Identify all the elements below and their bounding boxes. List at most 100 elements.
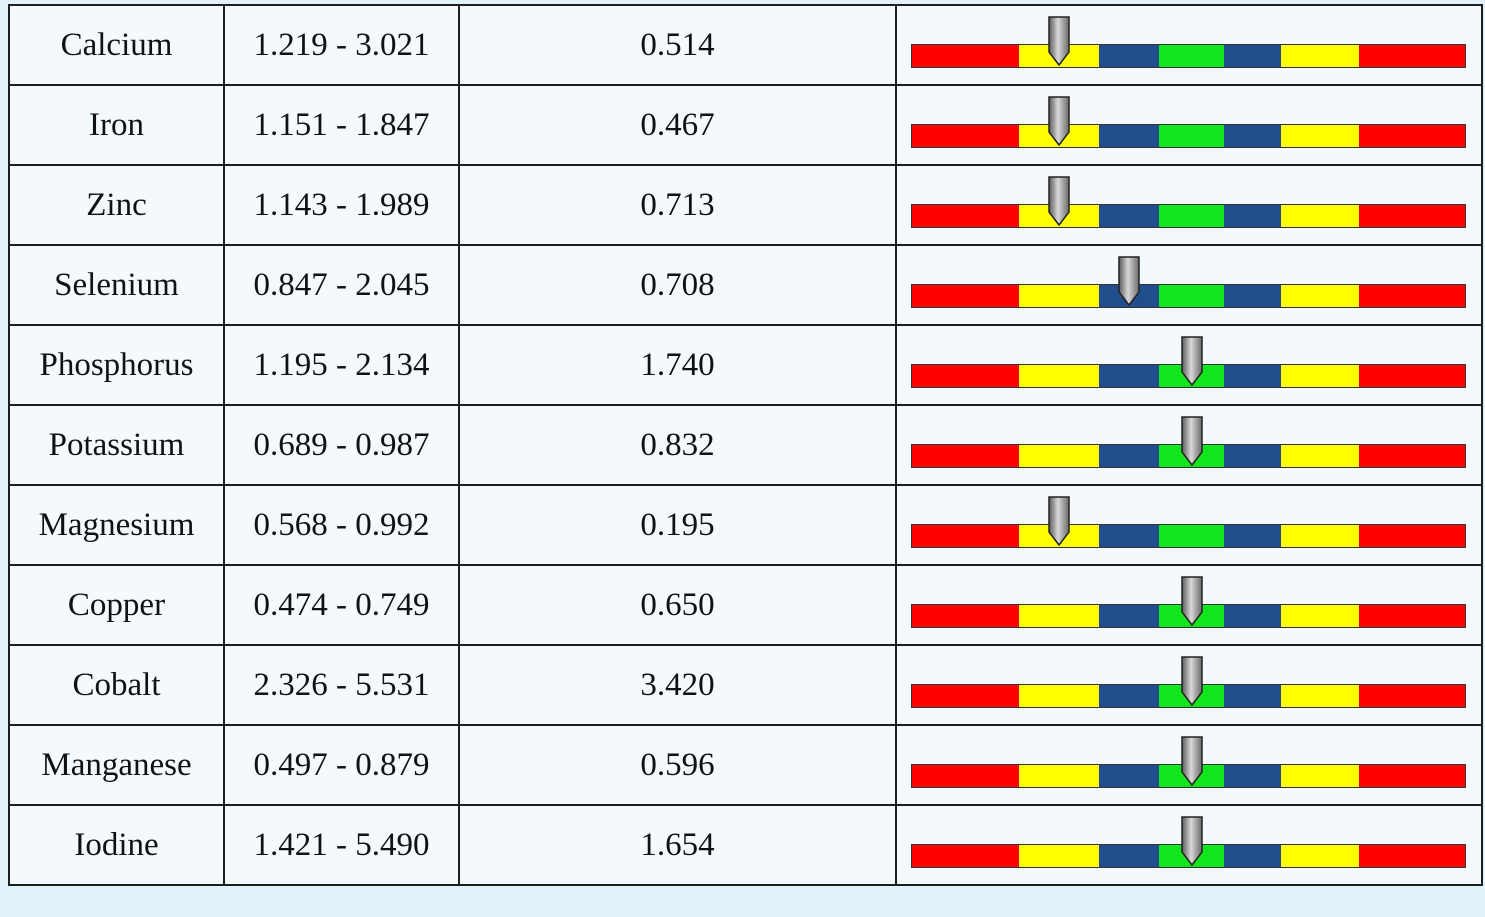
gauge-zone-low-critical <box>912 445 1019 467</box>
level-marker-icon <box>1180 656 1203 706</box>
level-marker-icon <box>1180 816 1203 866</box>
gauge-zone-high-normal <box>1224 525 1281 547</box>
gauge-zone-low <box>1019 365 1099 387</box>
reference-range: 1.143 - 1.989 <box>223 164 460 246</box>
mineral-name: Magnesium <box>8 484 225 566</box>
mineral-name: Iodine <box>8 804 225 886</box>
gauge-zone-low-normal <box>1099 45 1159 67</box>
level-gauge-cell <box>895 404 1483 486</box>
gauge-zone-optimal <box>1159 205 1224 227</box>
result-value: 0.195 <box>458 484 897 566</box>
gauge-zone-high-normal <box>1224 365 1281 387</box>
mineral-row: Zinc 1.143 - 1.989 0.713 <box>8 164 1483 246</box>
gauge-bar <box>911 44 1466 68</box>
gauge-zone-optimal <box>1159 125 1224 147</box>
gauge-zone-high <box>1281 205 1359 227</box>
gauge-zone-high <box>1281 365 1359 387</box>
reference-range: 0.568 - 0.992 <box>223 484 460 566</box>
reference-range: 0.689 - 0.987 <box>223 404 460 486</box>
level-marker-icon <box>1047 16 1070 66</box>
gauge-bar <box>911 124 1466 148</box>
gauge-zone-low <box>1019 765 1099 787</box>
gauge-zone-optimal <box>1159 285 1224 307</box>
gauge-zone-low-normal <box>1099 445 1159 467</box>
level-gauge <box>911 816 1466 874</box>
gauge-zone-high-critical <box>1359 525 1465 547</box>
level-gauge-cell <box>895 804 1483 886</box>
level-gauge-cell <box>895 644 1483 726</box>
reference-range: 1.219 - 3.021 <box>223 4 460 86</box>
gauge-zone-high <box>1281 45 1359 67</box>
gauge-bar <box>911 524 1466 548</box>
level-gauge <box>911 736 1466 794</box>
result-value: 0.514 <box>458 4 897 86</box>
gauge-zone-low-normal <box>1099 765 1159 787</box>
reference-range: 2.326 - 5.531 <box>223 644 460 726</box>
gauge-zone-high-critical <box>1359 205 1465 227</box>
result-value: 0.650 <box>458 564 897 646</box>
gauge-zone-high-normal <box>1224 285 1281 307</box>
level-gauge-cell <box>895 484 1483 566</box>
gauge-zone-high <box>1281 845 1359 867</box>
gauge-zone-high-critical <box>1359 285 1465 307</box>
gauge-zone-high-critical <box>1359 845 1465 867</box>
gauge-zone-high-critical <box>1359 685 1465 707</box>
gauge-zone-high <box>1281 765 1359 787</box>
gauge-zone-low-normal <box>1099 365 1159 387</box>
gauge-zone-low-critical <box>912 525 1019 547</box>
level-gauge <box>911 656 1466 714</box>
level-marker-icon <box>1180 576 1203 626</box>
gauge-zone-high <box>1281 685 1359 707</box>
level-gauge <box>911 256 1466 314</box>
mineral-name: Selenium <box>8 244 225 326</box>
gauge-bar <box>911 284 1466 308</box>
gauge-zone-high-normal <box>1224 45 1281 67</box>
gauge-bar <box>911 364 1466 388</box>
level-marker-icon <box>1118 256 1140 306</box>
gauge-zone-high <box>1281 285 1359 307</box>
mineral-row: Cobalt 2.326 - 5.531 3.420 <box>8 644 1483 726</box>
reference-range: 1.195 - 2.134 <box>223 324 460 406</box>
gauge-zone-low <box>1019 685 1099 707</box>
level-gauge-cell <box>895 564 1483 646</box>
reference-range: 0.497 - 0.879 <box>223 724 460 806</box>
mineral-name: Potassium <box>8 404 225 486</box>
gauge-zone-high-normal <box>1224 205 1281 227</box>
level-marker-icon <box>1180 336 1203 386</box>
level-gauge-cell <box>895 4 1483 86</box>
gauge-zone-high-critical <box>1359 45 1465 67</box>
level-marker-icon <box>1180 736 1203 786</box>
mineral-row: Copper 0.474 - 0.749 0.650 <box>8 564 1483 646</box>
gauge-zone-low-critical <box>912 285 1019 307</box>
mineral-row: Selenium 0.847 - 2.045 0.708 <box>8 244 1483 326</box>
gauge-zone-low-normal <box>1099 125 1159 147</box>
mineral-name: Iron <box>8 84 225 166</box>
gauge-bar <box>911 204 1466 228</box>
gauge-zone-high-critical <box>1359 605 1465 627</box>
level-marker-icon <box>1180 416 1203 466</box>
gauge-zone-high-normal <box>1224 765 1281 787</box>
gauge-zone-low-critical <box>912 605 1019 627</box>
result-value: 0.832 <box>458 404 897 486</box>
gauge-zone-high-critical <box>1359 445 1465 467</box>
mineral-name: Phosphorus <box>8 324 225 406</box>
gauge-zone-low-normal <box>1099 605 1159 627</box>
gauge-zone-low <box>1019 845 1099 867</box>
gauge-zone-optimal <box>1159 45 1224 67</box>
mineral-name: Cobalt <box>8 644 225 726</box>
gauge-zone-low-critical <box>912 765 1019 787</box>
result-value: 0.596 <box>458 724 897 806</box>
mineral-name: Copper <box>8 564 225 646</box>
gauge-zone-low-critical <box>912 45 1019 67</box>
level-marker-icon <box>1047 96 1070 146</box>
gauge-zone-high <box>1281 605 1359 627</box>
result-value: 1.654 <box>458 804 897 886</box>
mineral-results-table: Calcium 1.219 - 3.021 0.514 Iron 1.151 - 1.8… <box>8 4 1483 886</box>
mineral-row: Potassium 0.689 - 0.987 0.832 <box>8 404 1483 486</box>
level-gauge-cell <box>895 324 1483 406</box>
gauge-zone-optimal <box>1159 525 1224 547</box>
result-value: 0.467 <box>458 84 897 166</box>
gauge-zone-low-critical <box>912 205 1019 227</box>
result-value: 0.713 <box>458 164 897 246</box>
level-gauge-cell <box>895 244 1483 326</box>
